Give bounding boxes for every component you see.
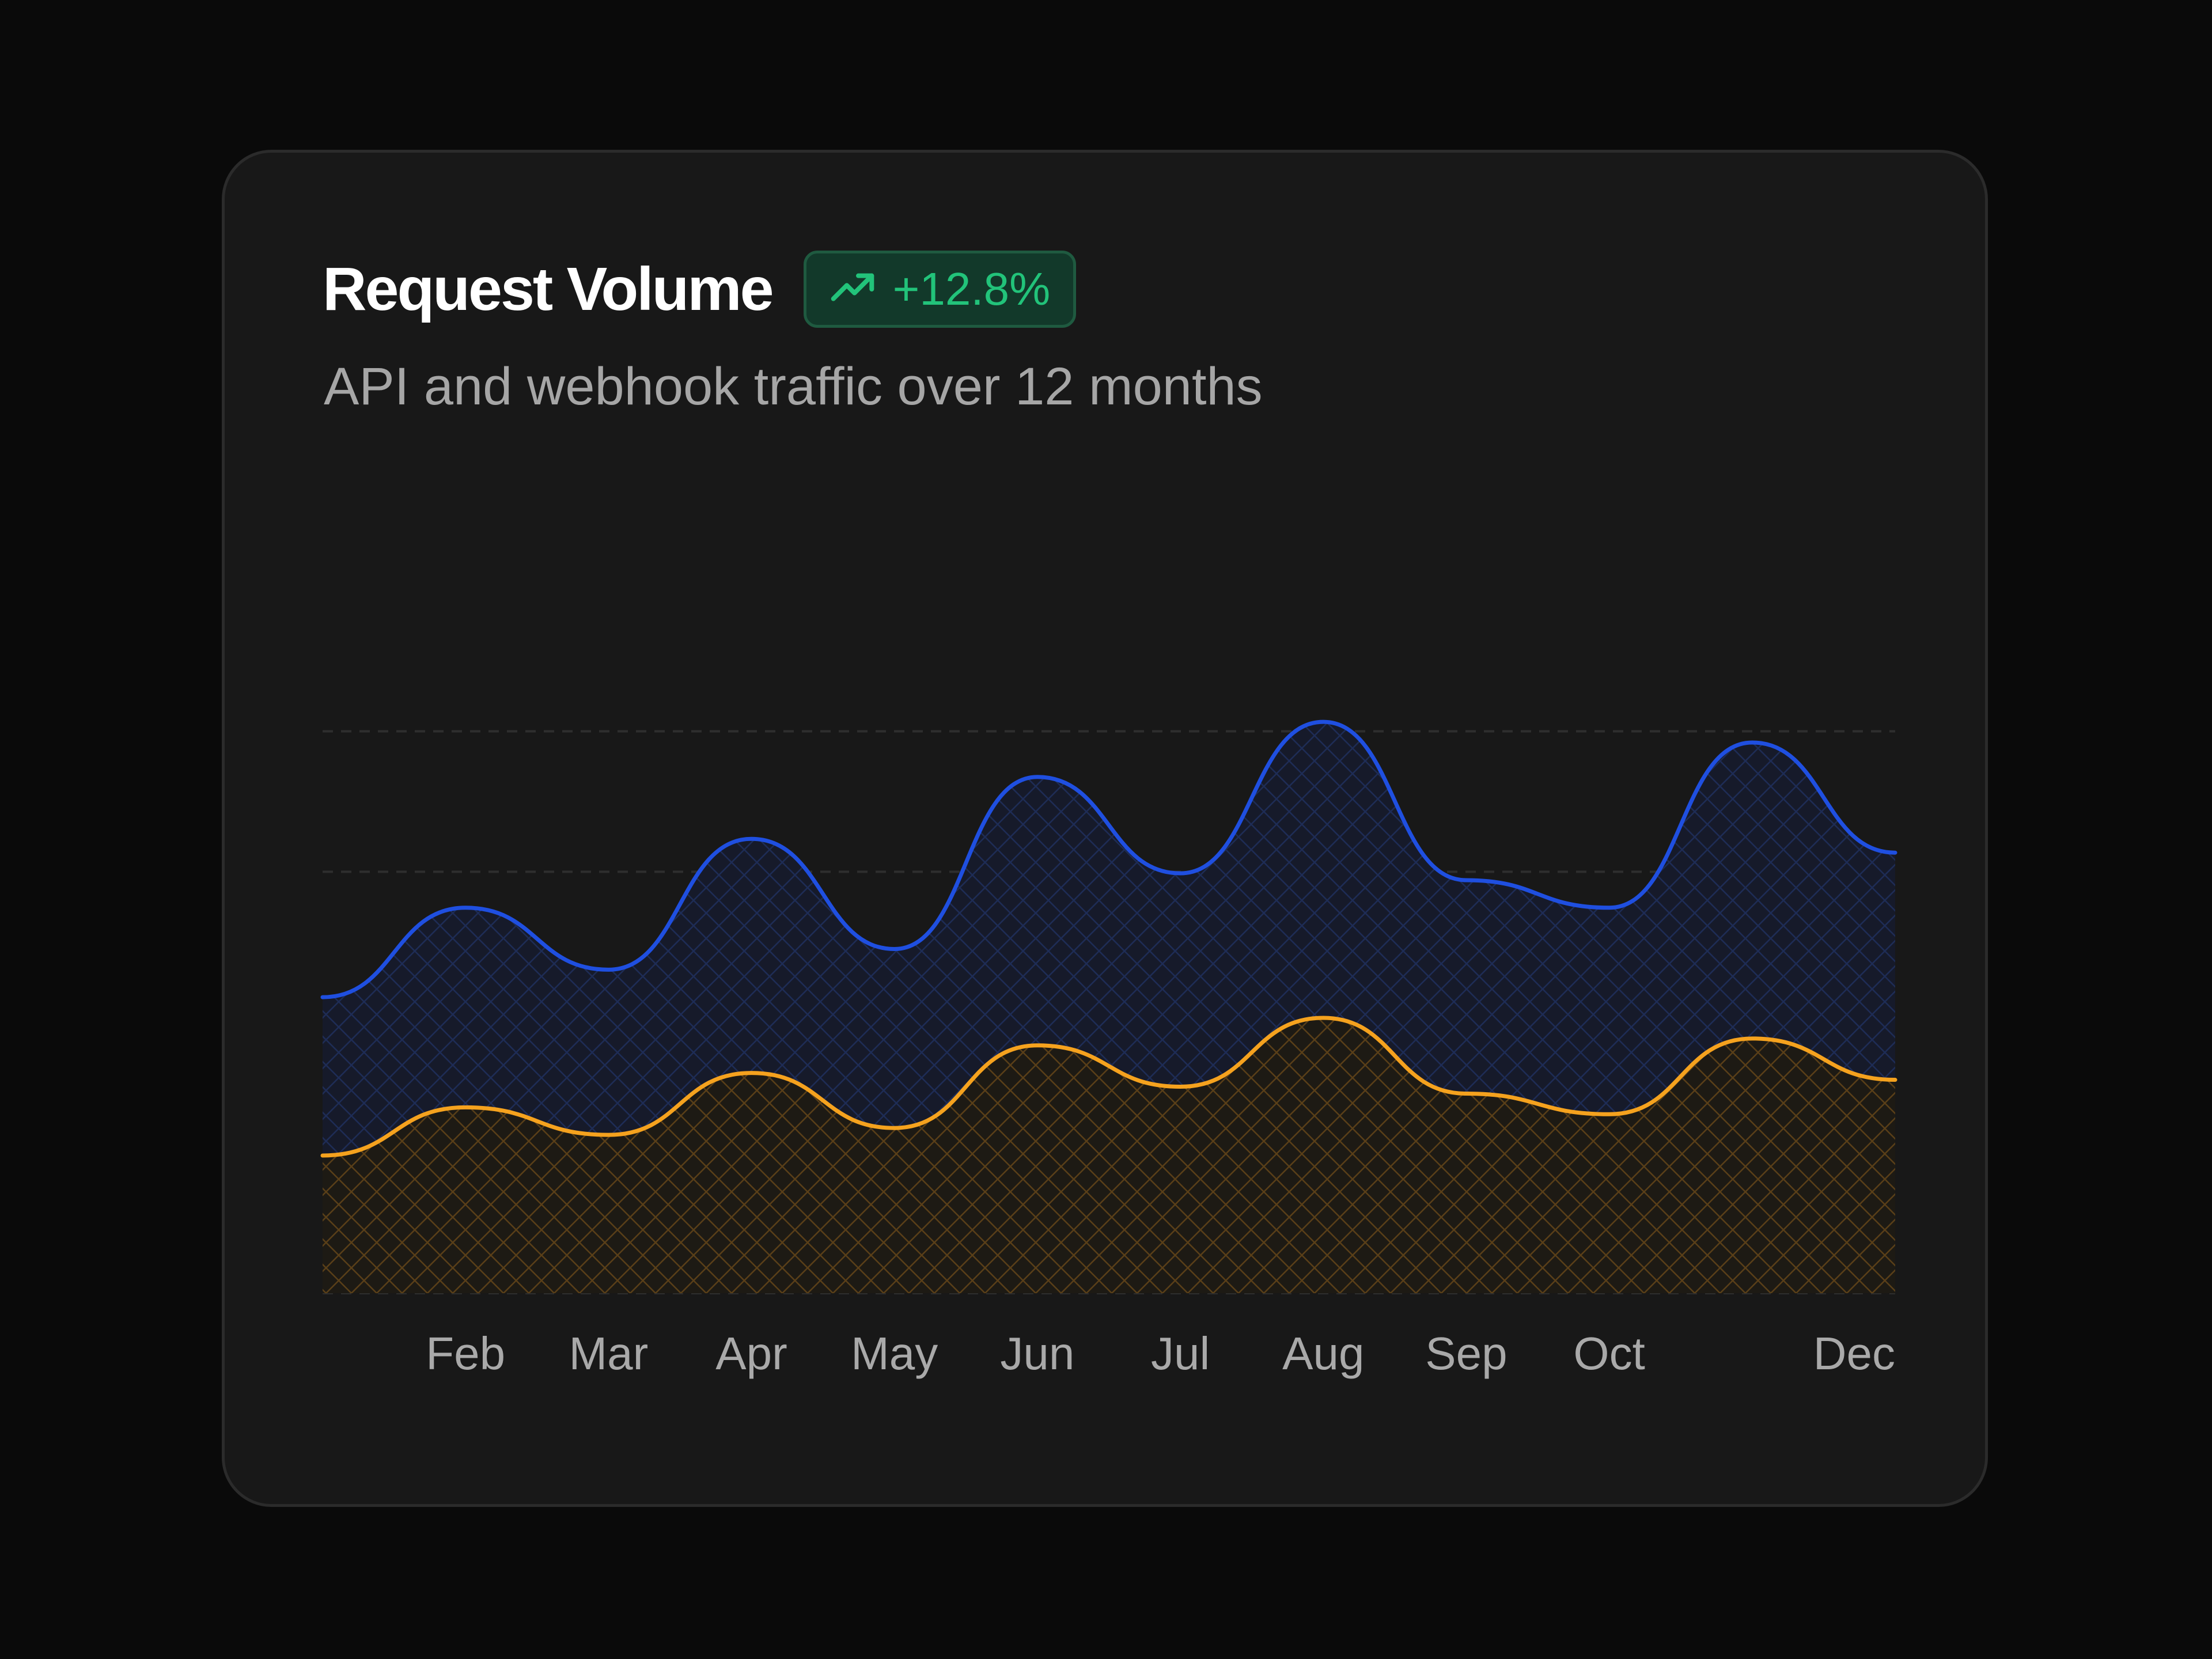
x-tick-label: Feb: [426, 1328, 505, 1379]
card-title: Request Volume: [323, 255, 774, 323]
x-tick-label: Apr: [715, 1328, 787, 1379]
x-axis-ticks: Feb Mar Apr May Jun Jul Aug Sep Oct Dec: [426, 1328, 1895, 1379]
series-2-line: [320, 1016, 1897, 1158]
x-tick-label: Aug: [1282, 1328, 1364, 1379]
card-header: Request Volume +12.8%: [323, 251, 1077, 328]
card-subtitle: API and webhook traffic over 12 months: [324, 357, 1263, 416]
trending-up-icon: [831, 273, 874, 301]
x-tick-label: Jun: [1000, 1328, 1074, 1379]
x-tick-label: Dec: [1813, 1328, 1895, 1379]
area-chart: Feb Mar Apr May Jun Jul Aug Sep Oct Dec: [320, 719, 1897, 1379]
x-tick-label: May: [851, 1328, 938, 1379]
series-1-line: [320, 719, 1897, 999]
chart-card: Request Volume +12.8% API and webhook tr…: [222, 150, 1988, 1507]
x-tick-label: Oct: [1573, 1328, 1645, 1379]
x-tick-label: Jul: [1151, 1328, 1210, 1379]
series-2-area: [323, 1018, 1895, 1293]
x-tick-label: Mar: [569, 1328, 648, 1379]
x-tick-label: Sep: [1425, 1328, 1507, 1379]
trend-badge: +12.8%: [803, 251, 1077, 328]
trend-badge-value: +12.8%: [892, 263, 1051, 315]
series-layer: [320, 719, 1897, 1293]
